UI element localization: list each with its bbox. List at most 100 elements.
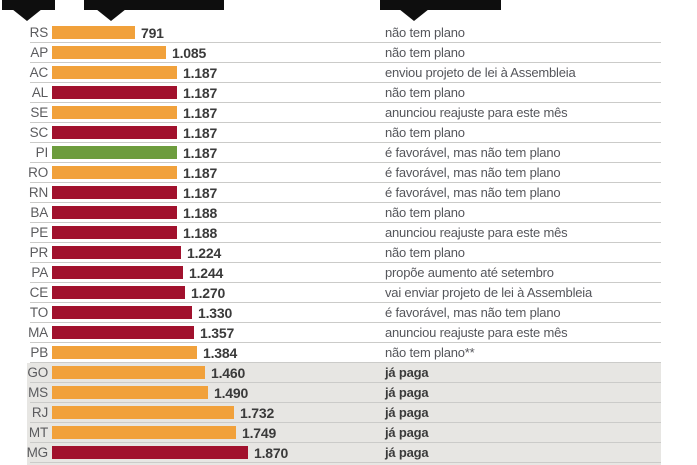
row-separator — [30, 82, 661, 83]
value-label: 1.187 — [183, 165, 218, 181]
value-label: 1.330 — [198, 305, 233, 321]
value-bar — [52, 226, 177, 239]
status-label: não tem plano — [385, 125, 465, 140]
value-bar — [52, 246, 181, 259]
table-row: MG 1.870 já paga — [0, 443, 697, 463]
table-row: MT 1.749 já paga — [0, 423, 697, 443]
status-label: propõe aumento até setembro — [385, 265, 554, 280]
state-code-label: PI — [35, 145, 49, 160]
row-separator — [30, 142, 661, 143]
value-bar — [52, 146, 177, 159]
table-row: MA 1.357 anunciou reajuste para este mês — [0, 323, 697, 343]
value-bar — [52, 426, 236, 439]
row-separator — [30, 422, 661, 423]
row-separator — [30, 442, 661, 443]
status-label: anunciou reajuste para este mês — [385, 225, 568, 240]
row-separator — [30, 62, 661, 63]
arrow-down-icon — [96, 9, 126, 21]
table-row: AP 1.085 não tem plano — [0, 43, 697, 63]
state-code-label: TO — [29, 305, 48, 320]
state-code-label: AL — [31, 85, 48, 100]
state-code-label: RN — [28, 185, 48, 200]
value-label: 1.187 — [183, 105, 218, 121]
table-row: GO 1.460 já paga — [0, 363, 697, 383]
value-label: 1.188 — [183, 225, 218, 241]
state-code-label: CE — [29, 285, 49, 300]
value-bar — [52, 126, 177, 139]
state-code-label: MT — [28, 425, 48, 440]
value-label: 1.384 — [203, 345, 238, 361]
status-label: não tem plano — [385, 205, 465, 220]
value-bar — [52, 106, 177, 119]
table-row: SC 1.187 não tem plano — [0, 123, 697, 143]
value-label: 1.490 — [214, 385, 249, 401]
value-bar — [52, 446, 248, 459]
table-row: RS 791 não tem plano — [0, 23, 697, 43]
row-separator — [30, 242, 661, 243]
status-label: já paga — [385, 365, 429, 380]
value-bar — [52, 206, 177, 219]
value-bar — [52, 306, 192, 319]
status-label: não tem plano — [385, 45, 465, 60]
status-label: é favorável, mas não tem plano — [385, 305, 561, 320]
arrow-down-icon — [399, 9, 429, 21]
status-label: é favorável, mas não tem plano — [385, 165, 561, 180]
status-label: anunciou reajuste para este mês — [385, 105, 568, 120]
row-separator — [30, 122, 661, 123]
row-separator — [30, 222, 661, 223]
row-separator — [30, 42, 661, 43]
status-label: já paga — [385, 405, 429, 420]
value-bar — [52, 266, 183, 279]
table-row: PI 1.187 é favorável, mas não tem plano — [0, 143, 697, 163]
state-code-label: SC — [29, 125, 49, 140]
value-label: 1.224 — [187, 245, 222, 261]
callout-bar-status — [380, 0, 501, 10]
status-label: já paga — [385, 445, 429, 460]
row-separator — [30, 262, 661, 263]
value-label: 1.187 — [183, 85, 218, 101]
state-code-label: MG — [26, 445, 49, 460]
row-separator — [30, 282, 661, 283]
value-bar — [52, 406, 234, 419]
row-separator — [30, 102, 661, 103]
status-label: já paga — [385, 425, 429, 440]
table-row: AL 1.187 não tem plano — [0, 83, 697, 103]
state-code-label: PB — [30, 345, 48, 360]
state-code-label: RS — [29, 25, 49, 40]
value-bar — [52, 326, 194, 339]
table-row: RO 1.187 é favorável, mas não tem plano — [0, 163, 697, 183]
state-code-label: AP — [30, 45, 48, 60]
row-separator — [30, 202, 661, 203]
table-row: PE 1.188 anunciou reajuste para este mês — [0, 223, 697, 243]
table-row: CE 1.270 vai enviar projeto de lei à Assem… — [0, 283, 697, 303]
value-bar — [52, 166, 177, 179]
table-row: já paga — [0, 463, 697, 465]
value-bar — [52, 46, 166, 59]
state-code-label: GO — [27, 365, 48, 380]
value-label: 1.357 — [200, 325, 235, 341]
table-row: AC 1.187 enviou projeto de lei à Assemblei… — [0, 63, 697, 83]
status-label: já paga — [385, 385, 429, 400]
row-separator — [30, 162, 661, 163]
value-bar — [52, 186, 177, 199]
arrow-down-icon — [12, 9, 42, 21]
table-row: BA 1.188 não tem plano — [0, 203, 697, 223]
state-code-label: AC — [29, 65, 49, 80]
status-label: é favorável, mas não tem plano — [385, 145, 561, 160]
status-label: é favorável, mas não tem plano — [385, 185, 561, 200]
table-row: RN 1.187 é favorável, mas não tem plano — [0, 183, 697, 203]
status-label: enviou projeto de lei à Assembleia — [385, 65, 576, 80]
row-separator — [30, 362, 661, 363]
status-label: não tem plano — [385, 245, 465, 260]
value-label: 1.460 — [211, 365, 246, 381]
value-label: 1.749 — [242, 425, 277, 441]
table-row: SE 1.187 anunciou reajuste para este mês — [0, 103, 697, 123]
value-label: 791 — [141, 25, 164, 41]
value-label: 1.244 — [189, 265, 224, 281]
row-separator — [30, 322, 661, 323]
state-code-label: PE — [30, 225, 48, 240]
state-code-label: SE — [30, 105, 48, 120]
status-label: não tem plano — [385, 85, 465, 100]
chart-rows: RS 791 não tem plano AP 1.085 não tem plano AC… — [0, 23, 697, 465]
